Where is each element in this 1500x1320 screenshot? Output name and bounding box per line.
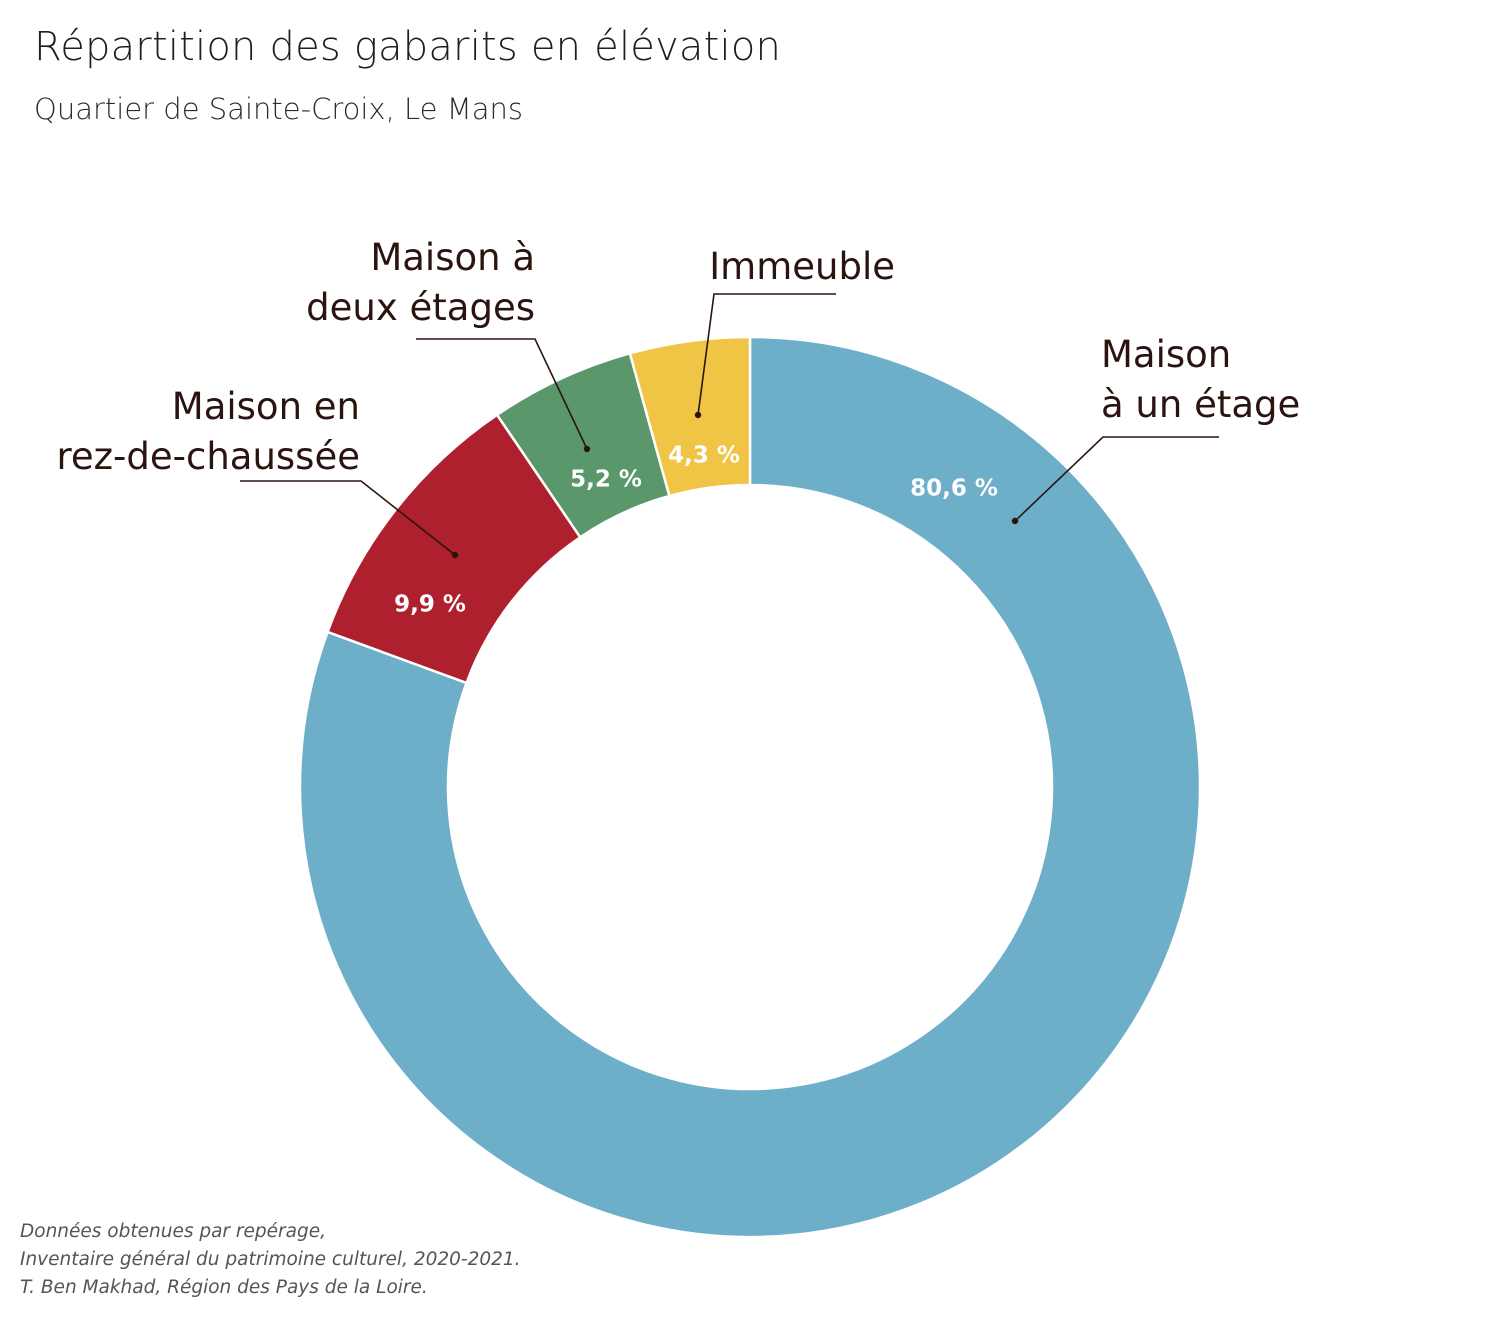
leader-dot [451,551,459,559]
value-label: 5,2 % [570,467,642,493]
category-label: Maison à deux étages [306,236,535,329]
category-labels: Maison à un étage Maison en rez-de-chaussée… [56,236,1300,478]
value-label: 80,6 % [910,476,998,502]
leader-line [416,338,588,450]
category-label: Maison en rez-de-chaussée [56,385,360,478]
slice-0 [298,335,1202,1239]
value-label: 4,3 % [668,443,740,469]
source-line: Données obtenues par repérage, [20,1221,326,1242]
category-label: Maison à un étage [1101,333,1300,426]
leader-line [697,293,836,416]
leader-dot [583,445,591,453]
leader-line [1014,436,1219,522]
leader-lines [240,293,1219,559]
category-label-line: Maison à [370,236,535,279]
source-line: T. Ben Makhad, Région des Pays de la Loi… [20,1277,428,1298]
slice-3 [628,335,752,498]
source-line: Inventaire général du patrimoine culture… [20,1249,521,1270]
leader-dot [694,411,702,419]
source-note: Données obtenues par repérage, Inventair… [20,1218,521,1302]
category-label-line: à un étage [1101,383,1300,426]
category-label-line: deux étages [306,286,535,329]
value-label: 9,9 % [394,592,466,618]
leader-line [240,480,456,556]
category-label: Immeuble [709,245,895,288]
category-label-line: Maison [1101,333,1231,376]
chart-title: Répartition des gabarits en élévation [34,24,782,70]
category-label-line: Immeuble [709,245,895,288]
category-label-line: rez-de-chaussée [56,435,360,478]
chart-subtitle: Quartier de Sainte-Croix, Le Mans [34,92,523,126]
category-label-line: Maison en [172,385,360,428]
donut-slices [298,335,1202,1239]
value-labels: 80,6 % 9,9 % 5,2 % 4,3 % [394,443,998,618]
leader-dot [1011,517,1019,525]
